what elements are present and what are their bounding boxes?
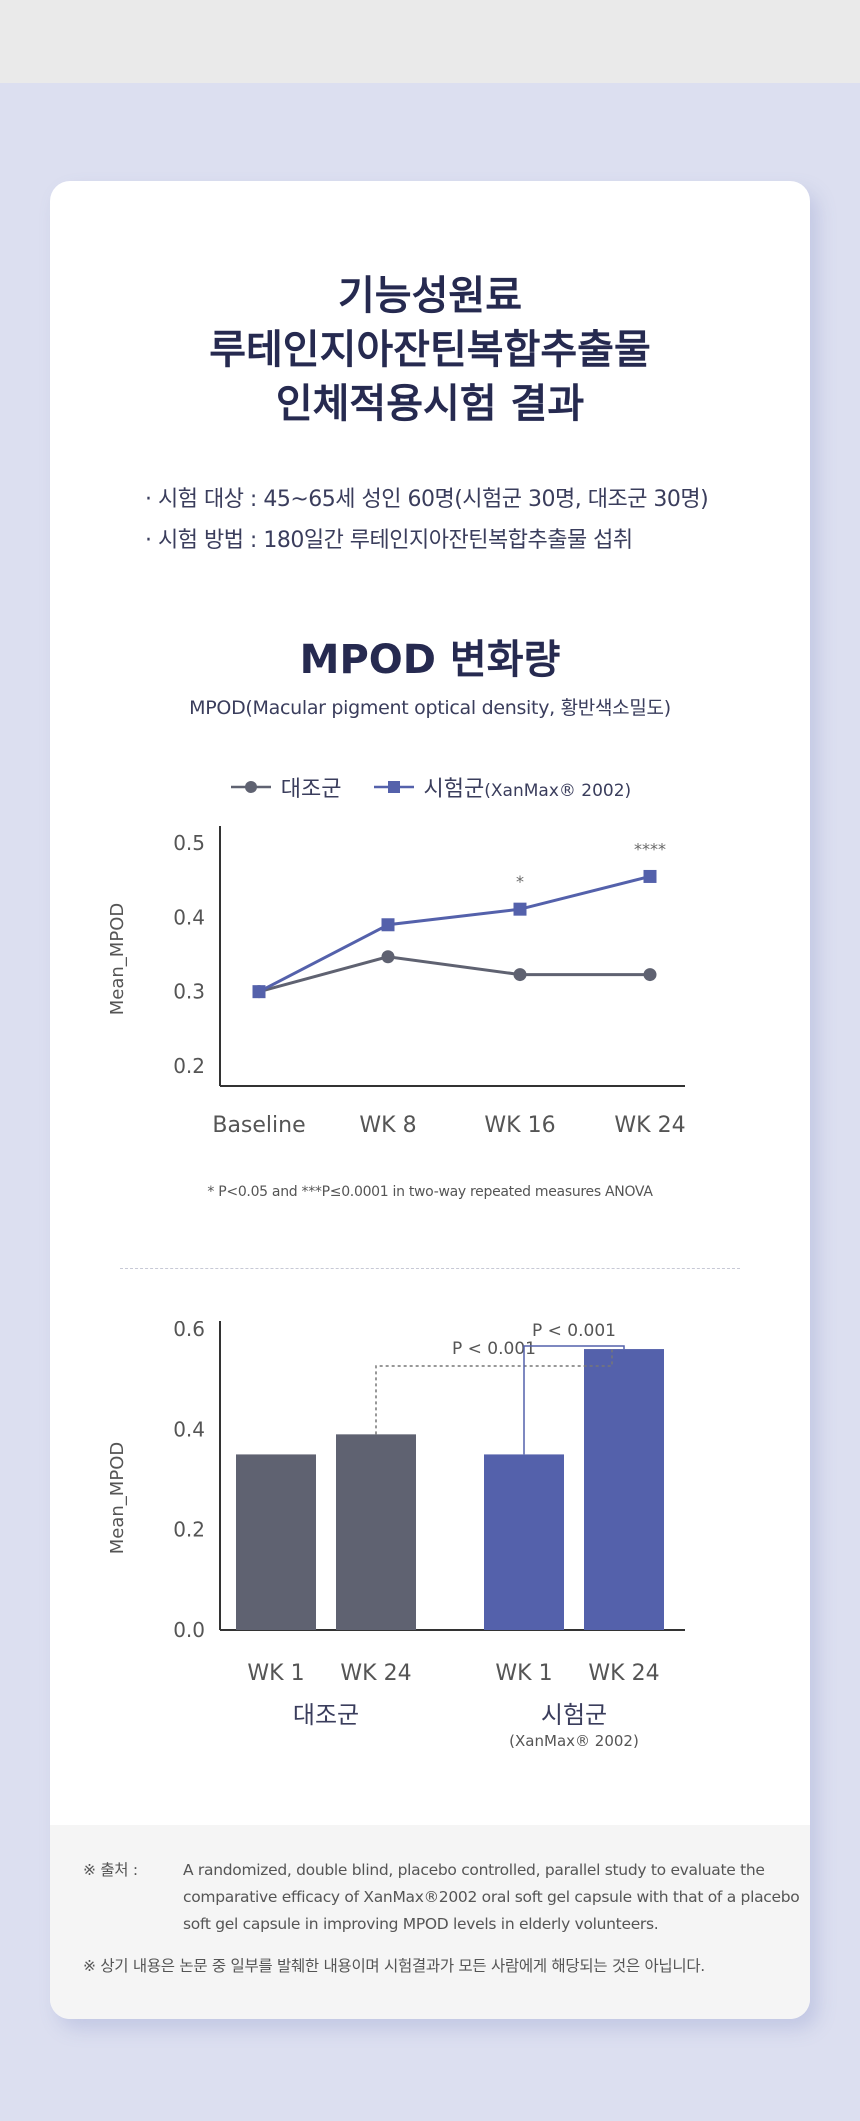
pvalue-label: P < 0.001 [452, 1339, 536, 1359]
test-point [252, 985, 266, 999]
test-point [513, 902, 527, 916]
line-chart-axes: 0.5 0.4 0.3 0.2 Baseline WK 8 WK 16 WK 24 Mean_M… [107, 826, 686, 1138]
source-text: A randomized, double blind, placebo cont… [183, 1861, 800, 1933]
top-bar [0, 0, 860, 83]
legend-control-marker [230, 781, 271, 793]
line-chart: 0.5 0.4 0.3 0.2 Baseline WK 8 WK 16 WK 24 Mean_M… [107, 826, 686, 1138]
y-axis-title: Mean_MPOD [107, 1442, 128, 1554]
x-tick-label: WK 16 [484, 1113, 555, 1138]
info-method: · 시험 방법 : 180일간 루테인지아잔틴복합추출물 섭취 [145, 528, 633, 553]
bar-chart-axes: 0.6 0.4 0.2 0.0 Mean_MPOD [107, 1321, 685, 1642]
pvalue-bracket-between-groups [375, 1349, 613, 1435]
section-subtitle: MPOD(Macular pigment optical density, 황반… [189, 697, 671, 719]
legend-test-marker [373, 781, 414, 793]
legend-test-label: 시험군 [423, 777, 485, 802]
y-tick-label: 0.0 [173, 1618, 205, 1642]
test-point [381, 918, 395, 932]
legend-control-label: 대조군 [280, 777, 342, 802]
y-tick-label: 0.6 [173, 1321, 205, 1341]
y-tick-label: 0.3 [173, 980, 205, 1004]
title-line-3: 인체적용시험 결과 [275, 381, 585, 427]
title-line-2: 루테인지아잔틴복합추출물 [209, 327, 651, 373]
y-tick-label: 0.4 [173, 905, 205, 929]
control-point [513, 968, 527, 982]
info-subjects: · 시험 대상 : 45~65세 성인 60명(시험군 30명, 대조군 30명… [145, 487, 709, 512]
section-title: MPOD 변화량 [299, 637, 561, 683]
group-label: 대조군 [293, 1701, 359, 1729]
source-label: ※ 출처 : [83, 1861, 138, 1879]
significance-label: **** [634, 839, 666, 858]
group-label: 시험군 [541, 1701, 607, 1729]
pvalue-bracket-within-group [523, 1345, 625, 1455]
test-bar [584, 1349, 664, 1630]
control-point [381, 950, 395, 964]
y-tick-label: 0.2 [173, 1518, 205, 1542]
test-series-line [258, 874, 651, 993]
control-bar [336, 1434, 416, 1630]
x-tick-label: WK 24 [340, 1661, 411, 1686]
significance-label: * [516, 872, 524, 891]
y-tick-label: 0.2 [173, 1054, 205, 1078]
control-series-line [258, 955, 650, 994]
x-tick-label: Baseline [212, 1113, 305, 1138]
test-point [643, 869, 657, 883]
chart-legend: 대조군 시험군(XanMax® 2002) [50, 771, 810, 803]
title-line-1: 기능성원료 [338, 273, 522, 319]
x-tick-label: WK 1 [495, 1661, 552, 1686]
results-card: 기능성원료 루테인지아잔틴복합추출물 인체적용시험 결과 · 시험 대상 : 4… [50, 181, 810, 2019]
line-chart-marks: ***** [252, 839, 666, 999]
y-tick-label: 0.4 [173, 1417, 205, 1441]
test-bar [484, 1454, 564, 1630]
x-tick-label: WK 24 [588, 1661, 659, 1686]
control-point [643, 968, 657, 982]
source-note: ※ 상기 내용은 논문 중 일부를 발췌한 내용이며 시험결과가 모든 사람에게… [83, 1957, 705, 1975]
bar-chart-marks: WK 1 WK 24 대조군 WK 1 WK 24 시험군 (XanMax® 2002) P … [236, 1321, 664, 1750]
chart-footnote: * P<0.05 and ***P≤0.0001 in two-way repe… [207, 1184, 653, 1200]
legend-control: 대조군 [229, 771, 342, 803]
x-tick-label: WK 24 [614, 1113, 685, 1138]
group-sublabel: (XanMax® 2002) [509, 1732, 639, 1750]
x-tick-label: WK 1 [247, 1661, 304, 1686]
source-box: ※ 출처 : A randomized, double blind, place… [50, 1825, 810, 2019]
x-tick-label: WK 8 [359, 1113, 416, 1138]
legend-test-note: (XanMax® 2002) [484, 781, 632, 801]
control-bar [236, 1454, 316, 1630]
legend-test: 시험군(XanMax® 2002) [372, 771, 632, 803]
pvalue-label: P < 0.001 [532, 1321, 616, 1341]
source-citation: ※ 출처 : A randomized, double blind, place… [83, 1857, 808, 1942]
y-tick-label: 0.5 [173, 831, 205, 855]
section-divider [120, 1268, 740, 1269]
y-axis-title: Mean_MPOD [107, 903, 128, 1015]
